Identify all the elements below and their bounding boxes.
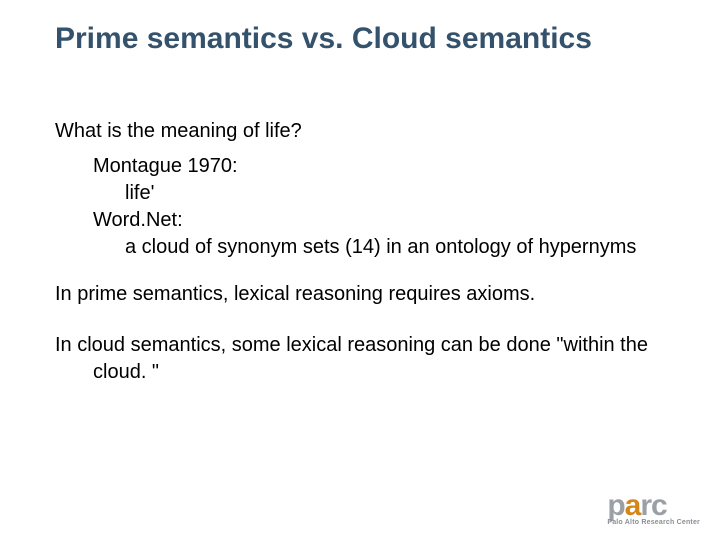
slide-body: What is the meaning of life? Montague 19… xyxy=(55,118,680,390)
parc-logo: parc Palo Alto Research Center xyxy=(607,492,700,526)
parc-logo-subtitle: Palo Alto Research Center xyxy=(607,519,700,526)
spacer xyxy=(55,312,680,332)
paragraph-cloud: In cloud semantics, some lexical reasoni… xyxy=(55,332,680,386)
paragraph-prime: In prime semantics, lexical reasoning re… xyxy=(55,281,680,308)
spacer xyxy=(55,261,680,281)
slide-title: Prime semantics vs. Cloud semantics xyxy=(55,22,592,56)
wordnet-label: Word.Net: xyxy=(93,207,680,234)
slide: Prime semantics vs. Cloud semantics What… xyxy=(0,0,720,540)
montague-label: Montague 1970: xyxy=(93,153,680,180)
question-line: What is the meaning of life? xyxy=(55,118,680,145)
logo-letter-c: c xyxy=(651,489,667,522)
logo-letter-r: r xyxy=(640,489,651,522)
wordnet-value: a cloud of synonym sets (14) in an ontol… xyxy=(125,234,680,261)
logo-letter-a: a xyxy=(625,489,641,522)
parc-logo-text: parc xyxy=(607,492,700,519)
logo-letter-p: p xyxy=(607,489,624,522)
montague-value: life' xyxy=(125,180,680,207)
